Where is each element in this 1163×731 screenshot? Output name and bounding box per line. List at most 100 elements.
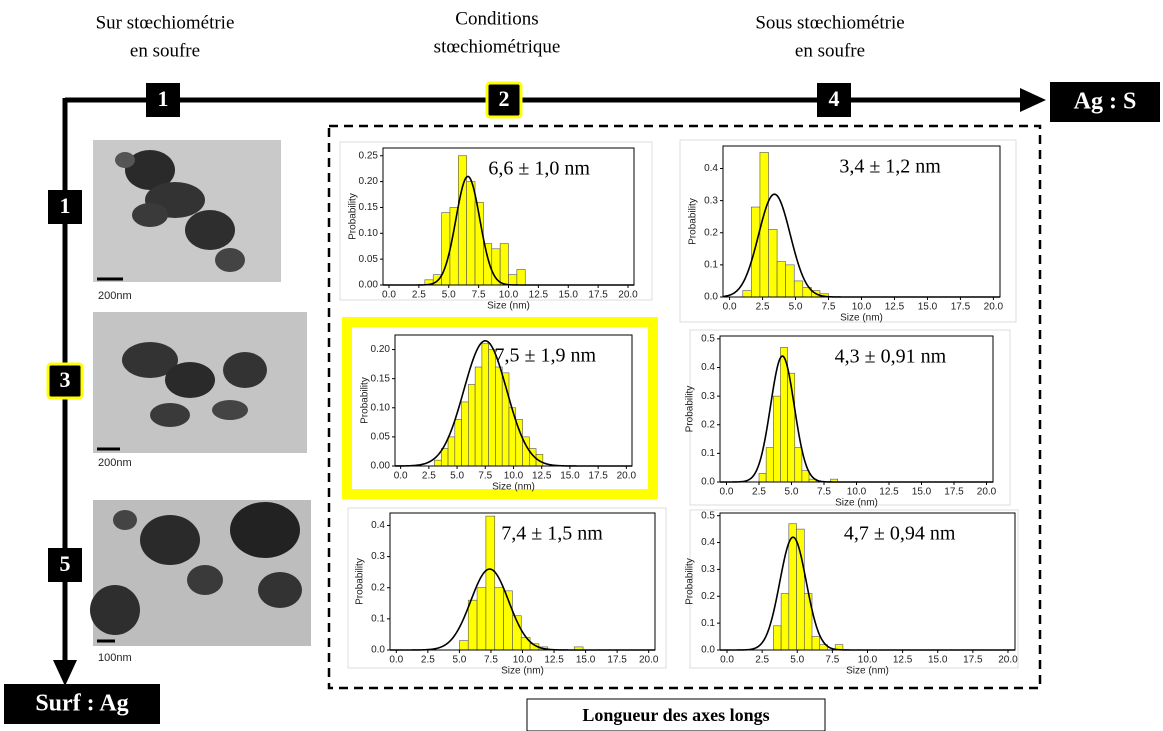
x-tick-label: 0.0 [723,302,737,313]
y-tick-label: 0.1 [371,614,385,625]
x-axis-label: Size (nm) [835,498,878,509]
column-title: Sur stœchiométrie [96,12,235,33]
x-tick-label: 17.5 [588,290,608,301]
annotation: 7,4 ± 1,5 nm [501,523,603,545]
y-tick-label: 0.05 [359,254,379,265]
x-tick-label: 12.5 [893,655,913,666]
axis-label-box [4,684,160,724]
x-tick-label: 15.0 [576,655,596,666]
annotation: 4,3 ± 0,91 nm [835,346,947,368]
scale-label: 100nm [98,652,132,664]
y-tick-label: 0.0 [371,645,385,656]
x-tick-label: 17.5 [607,655,627,666]
x-tick-label: 10.0 [847,487,867,498]
bar [773,625,782,651]
bar [788,523,797,651]
column-title: en soufre [130,40,200,61]
bar [466,181,476,286]
y-tick-label: 0.1 [701,618,715,629]
x-tick-label: 5.0 [450,471,464,482]
y-axis-label: Probability [348,193,359,240]
y-tick-label: 0.3 [371,551,385,562]
footer-box [526,698,826,731]
arrow-head [1020,88,1046,112]
y-tick-label: 0.3 [701,391,715,402]
x-tick-label: 7.5 [825,655,839,666]
y-tick-label: 0.4 [704,163,718,174]
x-tick-label: 10.0 [499,290,519,301]
y-tick-label: 0.1 [704,260,718,271]
x-tick-label: 20.0 [639,655,659,666]
annotation: 3,4 ± 1,2 nm [839,156,941,178]
bar [776,261,786,298]
bar [811,636,821,651]
bar [796,528,805,651]
x-tick-label: 15.0 [912,487,932,498]
x-tick-label: 7.5 [822,302,836,313]
bar [495,366,503,467]
x-tick-label: 0.0 [389,655,403,666]
tem-image [90,500,311,646]
x-tick-label: 20.0 [618,290,638,301]
x-tick-label: 15.0 [918,302,938,313]
number: 3 [60,367,71,392]
x-axis-label: Size (nm) [492,482,535,493]
bar [499,243,509,286]
bar [447,436,456,467]
x-tick-label: 10.0 [852,302,872,313]
y-tick-label: 0.2 [701,419,715,430]
x-tick-label: 2.5 [412,290,426,301]
number: 1 [158,86,169,111]
bar [467,599,478,651]
bar [476,587,487,651]
bar [794,447,803,483]
bar [768,229,778,298]
bar [461,401,469,467]
scale-label: 200nm [98,457,132,469]
y-tick-label: 0.25 [359,150,379,161]
axis-label-box [1050,82,1160,122]
column-title: en soufre [795,40,865,61]
bar [483,243,493,286]
x-tick-label: 10.0 [858,655,878,666]
y-tick-label: 0.3 [701,564,715,575]
number-box [485,81,523,119]
x-tick-label: 12.5 [544,655,564,666]
y-tick-label: 0.3 [704,195,718,206]
bar [468,384,476,467]
x-tick-label: 7.5 [478,471,492,482]
x-tick-label: 5.0 [785,487,799,498]
x-tick-label: 17.5 [963,655,983,666]
x-tick-label: 2.5 [422,471,436,482]
x-tick-label: 5.0 [789,302,803,313]
number: 2 [499,86,510,111]
column-title: Sous stœchiométrie [755,12,904,33]
annotation: 7,5 ± 1,9 nm [495,345,597,367]
bar [751,206,761,298]
bar [765,447,774,483]
x-tick-label: 12.5 [879,487,899,498]
number-box [48,190,82,224]
bar [474,366,483,467]
x-tick-label: 15.0 [559,290,579,301]
y-tick-label: 0.0 [701,477,715,488]
x-tick-label: 7.5 [484,655,498,666]
x-tick-label: 17.5 [588,471,608,482]
x-tick-label: 5.0 [442,290,456,301]
x-tick-label: 10.0 [513,655,533,666]
x-tick-label: 5.0 [790,655,804,666]
x-tick-label: 20.0 [617,471,637,482]
y-tick-label: 0.5 [701,510,715,521]
tem-image [93,312,307,453]
bar [454,419,462,467]
y-tick-label: 0.4 [701,537,715,548]
x-tick-label: 5.0 [452,655,466,666]
x-tick-label: 15.0 [560,471,580,482]
y-tick-label: 0.0 [701,645,715,656]
y-tick-label: 0.4 [371,520,385,531]
x-tick-label: 12.5 [885,302,905,313]
number: 1 [60,193,71,218]
bar [801,470,810,483]
number: 4 [829,86,840,111]
